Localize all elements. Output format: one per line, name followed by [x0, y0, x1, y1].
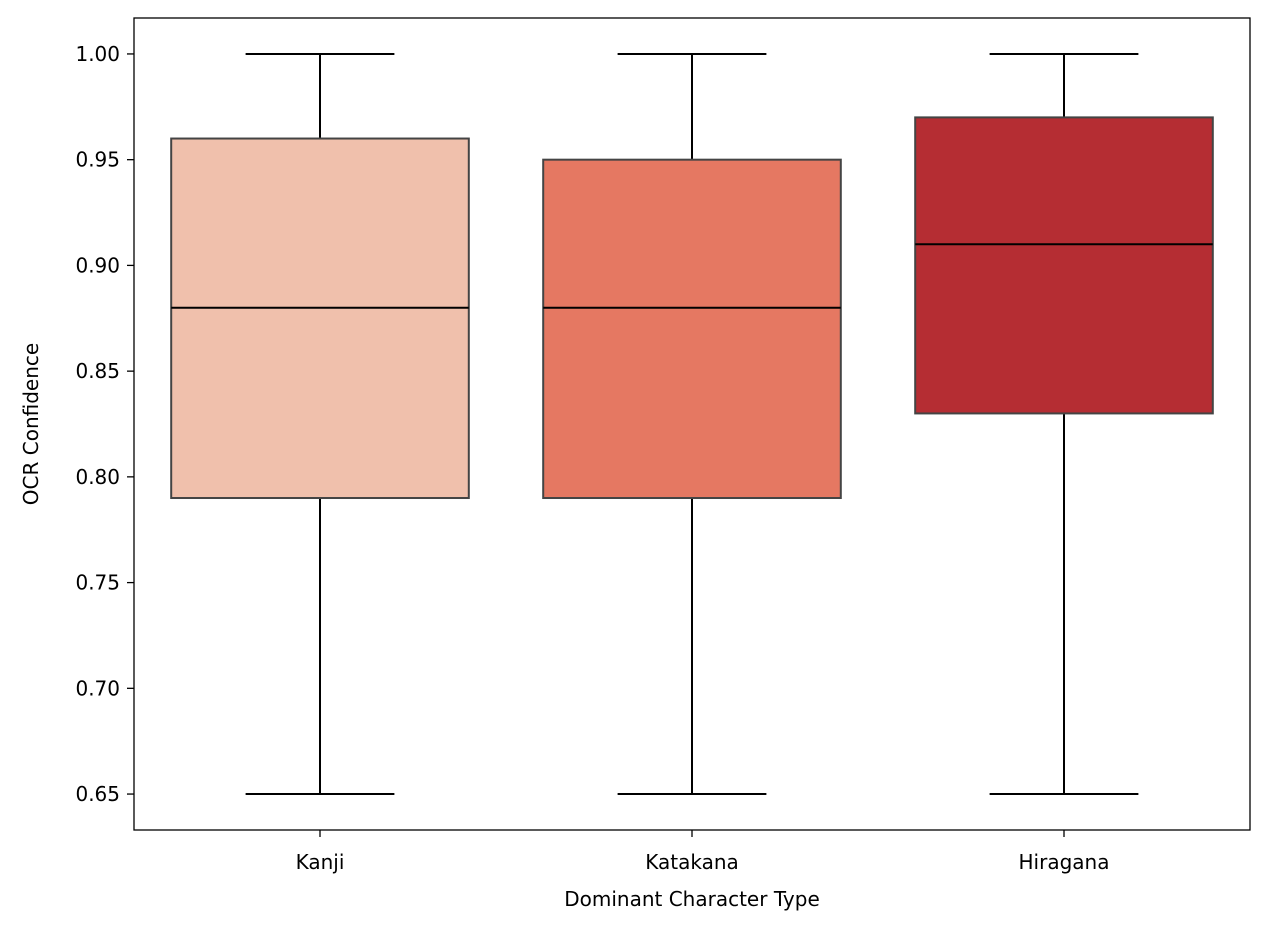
y-tick-label: 0.85: [75, 359, 120, 383]
y-tick-label: 0.70: [75, 676, 120, 700]
y-tick-label: 0.95: [75, 148, 120, 172]
x-tick-label: Kanji: [296, 850, 345, 874]
x-axis-ticks: Kanji Katakana Hiragana: [296, 830, 1110, 874]
y-tick-label: 1.00: [75, 42, 120, 66]
y-tick-label: 0.80: [75, 465, 120, 489]
box-group-katakana: [542, 52, 842, 796]
box-iqr: [914, 116, 1214, 415]
y-tick-label: 0.65: [75, 782, 120, 806]
plot-area: [170, 52, 1214, 796]
x-axis-title: Dominant Character Type: [564, 887, 820, 911]
x-tick-label: Katakana: [645, 850, 739, 874]
box-iqr: [170, 137, 470, 500]
y-tick-label: 0.90: [75, 253, 120, 277]
x-tick-label: Hiragana: [1019, 850, 1110, 874]
box-group-hiragana: [914, 52, 1214, 796]
box-iqr: [542, 158, 842, 500]
y-axis-ticks: 0.65 0.70 0.75 0.80 0.85 0.90 0.95 1.00: [75, 42, 134, 806]
y-tick-label: 0.75: [75, 571, 120, 595]
y-axis-title: OCR Confidence: [19, 343, 43, 505]
box-group-kanji: [170, 52, 470, 796]
